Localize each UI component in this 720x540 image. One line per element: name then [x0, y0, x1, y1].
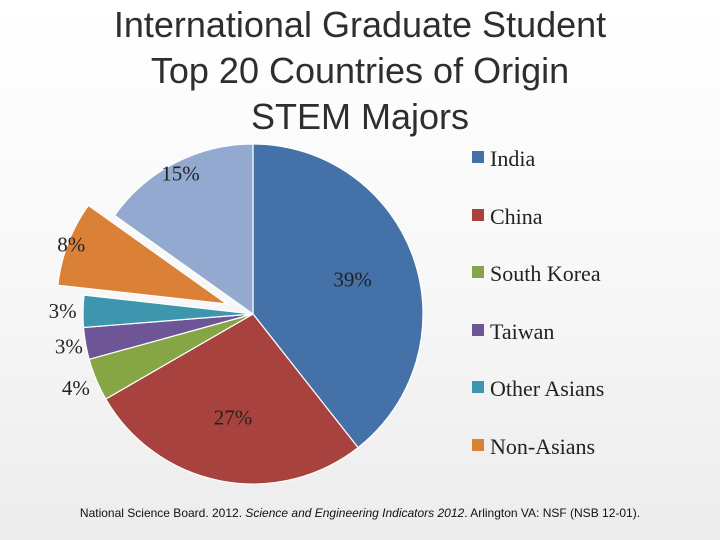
pie-slice-unlabeled [113, 143, 254, 316]
data-label-india: 39% [333, 268, 372, 292]
data-label-taiwan: 3% [55, 334, 83, 358]
data-label-other-asians: 3% [49, 299, 77, 323]
legend-label: India [490, 146, 536, 171]
data-label-china: 27% [214, 405, 253, 429]
title-line-3: STEM Majors [250, 96, 470, 137]
data-label-unlabeled: 15% [161, 161, 200, 185]
legend-label: China [490, 203, 543, 229]
pie-slice-india [252, 143, 424, 449]
legend-label: Taiwan [490, 318, 555, 344]
pie-slice-other-asians [82, 294, 254, 329]
source-publication: Science and Engineering Indicators 2012 [245, 506, 465, 520]
data-label-south-korea: 4% [62, 376, 90, 400]
legend-label: Non-Asians [490, 433, 596, 459]
title-line-1: International Graduate Student [113, 4, 607, 45]
legend-swatch [472, 381, 484, 393]
title-line-2: Top 20 Countries of Origin [150, 50, 570, 91]
legend-swatch [472, 151, 484, 163]
legend-swatch [472, 266, 484, 278]
pie-slice-non-asians [57, 204, 230, 305]
legend-swatch [472, 438, 484, 451]
legend-label: South Korea [490, 261, 601, 286]
data-label-non-asians: 8% [57, 233, 85, 257]
chart-title: International Graduate Student Top 20 Co… [0, 2, 720, 140]
source-prefix: National Science Board. 2012. [79, 506, 246, 520]
pie-slice-china [104, 313, 359, 485]
source-suffix: . Arlington VA: NSF (NSB 12-01). [464, 506, 641, 520]
legend-swatch [472, 323, 484, 336]
legend-label: Other Asians [490, 376, 605, 401]
source-citation: National Science Board. 2012. Science an… [0, 506, 720, 520]
legend-swatch [472, 208, 484, 221]
